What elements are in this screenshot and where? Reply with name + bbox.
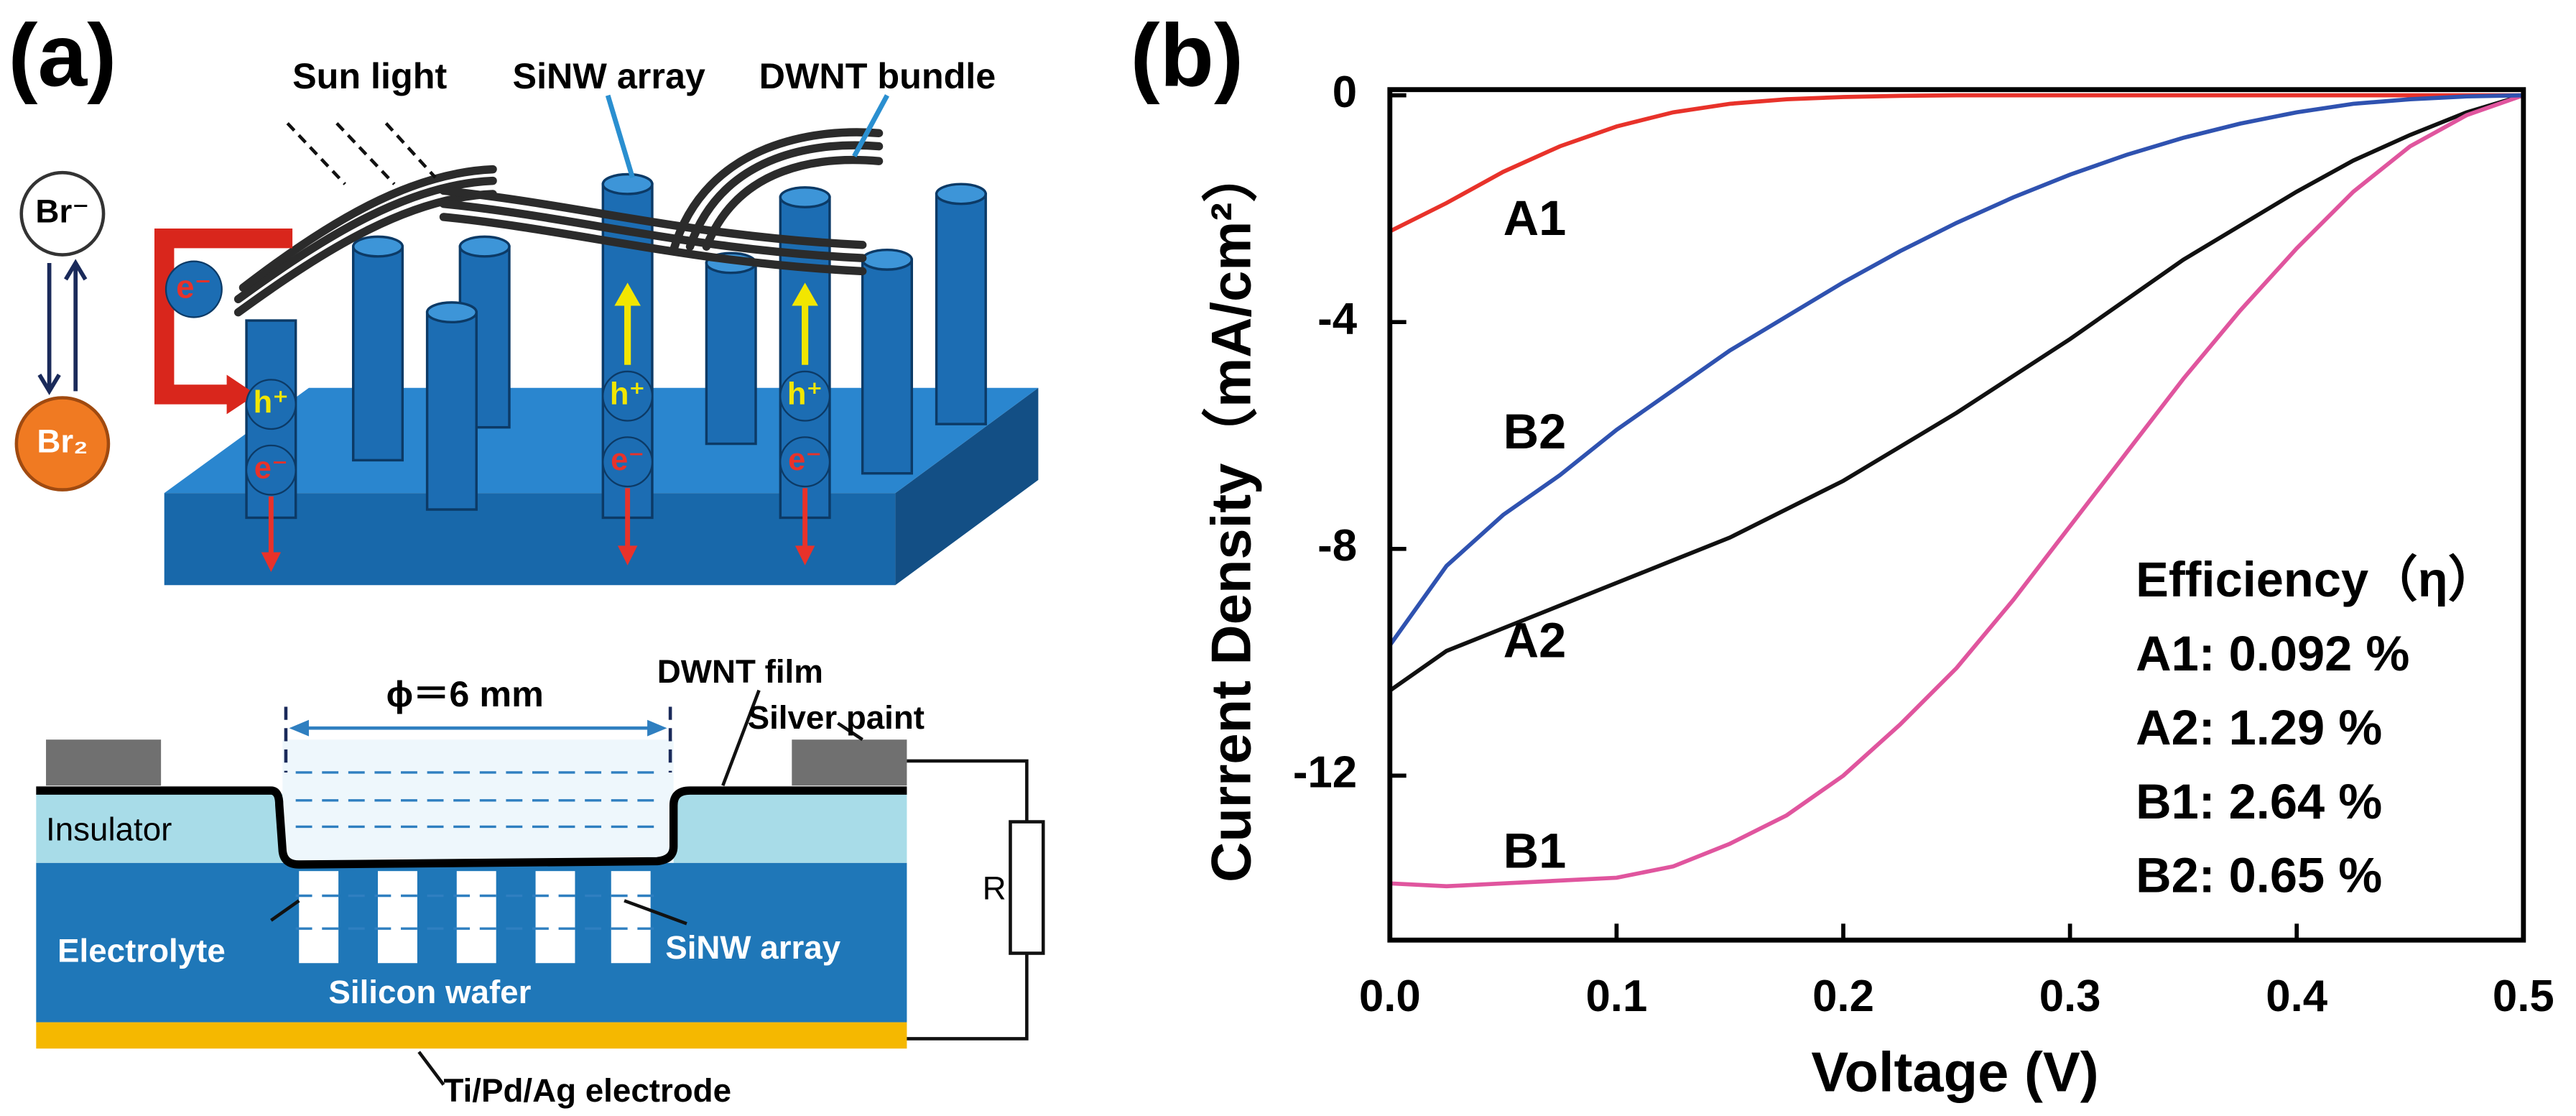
electrolyte — [282, 739, 674, 863]
silicon-wafer-label: Silicon wafer — [328, 974, 531, 1010]
silver-paint — [46, 739, 162, 786]
series-line — [1389, 93, 2524, 234]
series-label: A1 — [1504, 190, 1567, 246]
carrier-labels: h⁺ h⁺ h⁺ e⁻ e⁻ e⁻ — [254, 377, 823, 486]
carrier-groups — [245, 282, 831, 572]
leader — [721, 689, 761, 787]
electron-circle — [165, 260, 223, 318]
x-tick-label: 0.1 — [1585, 972, 1647, 1021]
electron-label: e⁻ — [611, 443, 644, 477]
sinw-pillars — [299, 871, 651, 964]
silver-paint-label: Silver paint — [748, 699, 925, 736]
efficiency-entry: A2: 1.29 % — [2136, 700, 2382, 755]
leader — [270, 899, 300, 922]
diameter-guides — [284, 706, 672, 773]
efficiency-entry: B1: 2.64 % — [2136, 774, 2382, 829]
electrolyte-label: Electrolyte — [57, 933, 226, 969]
br-ion-circle — [19, 170, 106, 257]
arrow-head — [647, 719, 667, 737]
sinw-array-label: SiNW array — [665, 929, 841, 966]
electrolyte-dashes — [295, 771, 657, 930]
insulator-label: Insulator — [46, 811, 172, 847]
plot-frame — [1387, 87, 2526, 943]
series-label: B1 — [1504, 823, 1567, 878]
hole-label: h⁺ — [610, 377, 645, 412]
dwnt-bundles — [233, 128, 884, 317]
x-tick-label: 0.5 — [2493, 972, 2554, 1021]
panel-b-chart: (b) Voltage (V) Current Density（mA/cm²） … — [1130, 6, 2554, 1104]
diameter-label: ϕ＝6 mm — [386, 673, 543, 714]
efficiency-entry: A1: 0.092 % — [2136, 626, 2409, 681]
sinw-array-label: SiNW array — [513, 55, 705, 96]
hole-label: h⁺ — [787, 377, 823, 412]
leader — [605, 94, 635, 179]
bottom-labels: ϕ＝6 mm DWNT film Silver paint Insulator … — [46, 653, 1006, 1109]
series-label: B2 — [1504, 404, 1567, 459]
panel-a-top: (a) Sun light SiNW array DWNT bundle — [8, 6, 1039, 586]
electrode-label: Ti/Pd/Ag electrode — [443, 1072, 731, 1109]
panel-a-bottom: ϕ＝6 mm DWNT film Silver paint Insulator … — [36, 653, 1045, 1109]
electron-label: e⁻ — [788, 443, 822, 477]
substrate-side — [895, 387, 1039, 586]
x-tick-label: 0.0 — [1359, 972, 1421, 1021]
br-ion-label: Br⁻ — [35, 193, 89, 229]
circuit-arrow-head — [226, 374, 256, 415]
leader — [624, 899, 687, 926]
substrate-front — [164, 493, 896, 586]
y-tick-label: 0 — [1333, 68, 1357, 117]
dwnt-film-label: DWNT film — [657, 653, 823, 690]
x-tick-label: 0.3 — [2039, 972, 2101, 1021]
efficiency-entry: B2: 0.65 % — [2136, 848, 2382, 903]
electron-label: e⁻ — [254, 451, 288, 486]
arrow-head — [289, 719, 309, 737]
insulator — [673, 793, 907, 863]
y-tick-label: -8 — [1317, 521, 1357, 571]
series-line — [1389, 93, 2524, 693]
dwnt-bundle-label: DWNT bundle — [759, 55, 996, 96]
panel-label: (b) — [1130, 6, 1243, 106]
silver-paint — [792, 739, 907, 786]
dwnt-film — [36, 786, 907, 869]
y-tick-label: -4 — [1317, 295, 1357, 344]
series-line — [1388, 93, 2524, 647]
redox-arrows — [37, 259, 88, 395]
leader — [852, 94, 889, 157]
sun-light-label: Sun light — [292, 55, 447, 96]
resistor — [1009, 820, 1045, 955]
insulator — [36, 793, 283, 863]
electron-label: e⁻ — [176, 269, 212, 305]
y-tick-label: -12 — [1293, 748, 1357, 798]
panel-label: (a) — [8, 6, 116, 106]
efficiency-title: Efficiency（η） — [2136, 552, 2497, 607]
x-axis-label: Voltage (V) — [1811, 1042, 2098, 1104]
leader — [837, 721, 863, 742]
electrode — [36, 1022, 907, 1049]
br2-label: Br₂ — [37, 423, 88, 460]
y-axis-label: Current Density（mA/cm²） — [1200, 147, 1262, 882]
series-label: A2 — [1504, 613, 1567, 668]
x-tick-label: 0.4 — [2266, 972, 2327, 1021]
sun-arrows — [286, 122, 437, 185]
br2-circle — [14, 396, 111, 492]
x-tick-label: 0.2 — [1812, 972, 1874, 1021]
series-line — [1389, 93, 2524, 889]
leader — [417, 1051, 445, 1086]
resistor-label: R — [983, 870, 1006, 907]
hole-label: h⁺ — [254, 385, 289, 420]
circuit-arrow — [154, 228, 293, 405]
